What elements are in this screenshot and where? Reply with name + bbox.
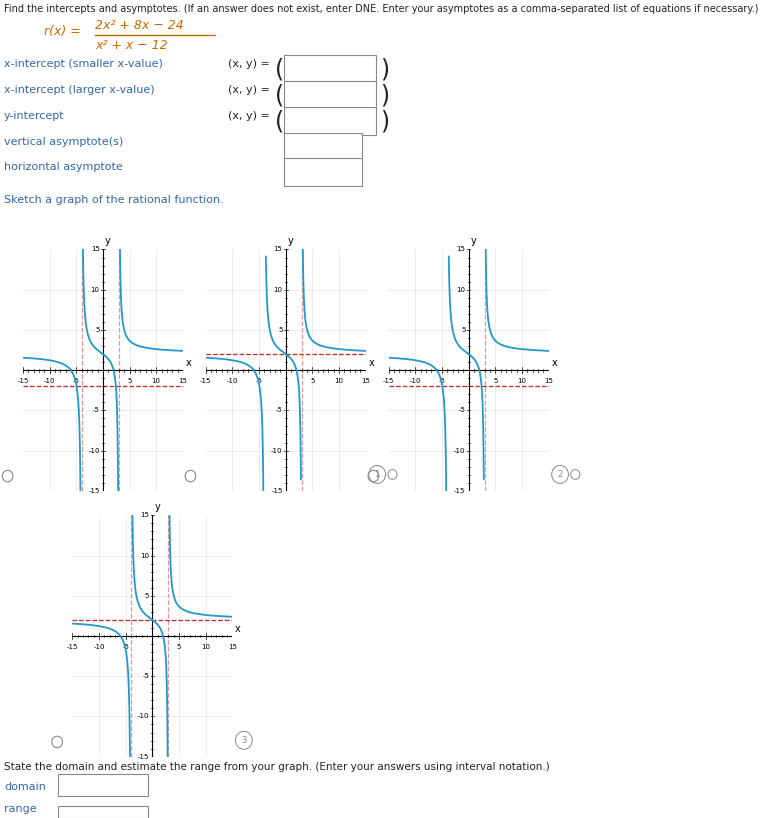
- Text: vertical asymptote(s): vertical asymptote(s): [4, 137, 123, 147]
- Text: 5: 5: [461, 327, 466, 333]
- Text: -15: -15: [67, 644, 78, 650]
- Text: r(x) =: r(x) =: [44, 25, 81, 38]
- Text: (: (: [275, 109, 284, 133]
- Text: x-intercept (smaller x-value): x-intercept (smaller x-value): [4, 59, 163, 69]
- Text: domain: domain: [4, 782, 46, 792]
- Text: range: range: [4, 804, 37, 814]
- Text: -15: -15: [88, 488, 100, 494]
- FancyBboxPatch shape: [58, 774, 148, 796]
- Text: x: x: [235, 623, 241, 634]
- Text: (: (: [275, 83, 284, 107]
- Text: 10: 10: [140, 552, 149, 559]
- Text: y: y: [288, 236, 293, 246]
- Text: 10: 10: [517, 378, 527, 384]
- Text: -15: -15: [18, 378, 28, 384]
- Text: 3: 3: [241, 735, 247, 745]
- Text: 5: 5: [145, 593, 149, 599]
- Text: -5: -5: [438, 378, 446, 384]
- Text: 5: 5: [177, 644, 181, 650]
- Text: Sketch a graph of the rational function.: Sketch a graph of the rational function.: [4, 196, 224, 205]
- Text: 10: 10: [335, 378, 344, 384]
- Text: 15: 15: [178, 378, 187, 384]
- Text: -5: -5: [276, 407, 283, 413]
- Text: x² + x − 12: x² + x − 12: [95, 39, 168, 52]
- Text: 10: 10: [91, 286, 100, 293]
- Text: y: y: [471, 236, 476, 246]
- Text: -10: -10: [88, 447, 100, 454]
- Text: Find the intercepts and asymptotes. (If an answer does not exist, enter DNE. Ent: Find the intercepts and asymptotes. (If …: [4, 4, 758, 14]
- Text: -10: -10: [138, 713, 149, 720]
- Text: (x, y) =: (x, y) =: [228, 111, 270, 121]
- Text: -5: -5: [93, 407, 100, 413]
- Text: 15: 15: [361, 378, 370, 384]
- Text: -5: -5: [142, 673, 149, 679]
- Text: 5: 5: [493, 378, 498, 384]
- FancyBboxPatch shape: [284, 81, 376, 109]
- FancyBboxPatch shape: [284, 133, 362, 161]
- Text: (: (: [275, 57, 284, 81]
- Text: horizontal asymptote: horizontal asymptote: [4, 162, 123, 172]
- Text: -5: -5: [72, 378, 80, 384]
- Text: State the domain and estimate the range from your graph. (Enter your answers usi: State the domain and estimate the range …: [4, 762, 549, 772]
- Text: 2x² + 8x − 24: 2x² + 8x − 24: [95, 19, 184, 32]
- Text: -10: -10: [43, 378, 56, 384]
- Text: y-intercept: y-intercept: [4, 111, 65, 121]
- Text: ): ): [380, 57, 389, 81]
- Text: -15: -15: [454, 488, 466, 494]
- FancyBboxPatch shape: [58, 806, 148, 818]
- Text: -10: -10: [93, 644, 105, 650]
- FancyBboxPatch shape: [284, 158, 362, 187]
- Text: 5: 5: [310, 378, 315, 384]
- Text: 10: 10: [201, 644, 210, 650]
- Text: -10: -10: [409, 378, 421, 384]
- Text: ): ): [380, 83, 389, 107]
- Text: 15: 15: [228, 644, 237, 650]
- Text: 15: 15: [91, 246, 100, 253]
- Text: -15: -15: [383, 378, 394, 384]
- Text: x: x: [552, 357, 557, 368]
- FancyBboxPatch shape: [284, 107, 376, 135]
- Text: 1: 1: [375, 470, 379, 479]
- Text: 15: 15: [544, 378, 553, 384]
- Text: 5: 5: [127, 378, 132, 384]
- Text: 5: 5: [95, 327, 100, 333]
- Text: -15: -15: [200, 378, 211, 384]
- Text: 2: 2: [558, 470, 562, 479]
- Text: (x, y) =: (x, y) =: [228, 85, 270, 95]
- Text: 15: 15: [456, 246, 466, 253]
- Text: ): ): [380, 109, 389, 133]
- Text: 15: 15: [140, 512, 149, 519]
- Text: x: x: [369, 357, 374, 368]
- Text: -5: -5: [255, 378, 263, 384]
- Text: -10: -10: [226, 378, 239, 384]
- Text: 10: 10: [456, 286, 466, 293]
- Text: -10: -10: [454, 447, 466, 454]
- Text: 15: 15: [274, 246, 283, 253]
- Text: 5: 5: [278, 327, 283, 333]
- FancyBboxPatch shape: [284, 55, 376, 83]
- Text: -15: -15: [138, 753, 149, 760]
- Text: -15: -15: [271, 488, 283, 494]
- Text: -5: -5: [122, 644, 130, 650]
- Text: x-intercept (larger x-value): x-intercept (larger x-value): [4, 85, 155, 95]
- Text: (x, y) =: (x, y) =: [228, 59, 270, 69]
- Text: -5: -5: [459, 407, 466, 413]
- Text: y: y: [105, 236, 110, 246]
- Text: 10: 10: [274, 286, 283, 293]
- Text: -10: -10: [271, 447, 283, 454]
- Text: y: y: [155, 502, 160, 512]
- Text: x: x: [185, 357, 191, 368]
- Text: 10: 10: [152, 378, 161, 384]
